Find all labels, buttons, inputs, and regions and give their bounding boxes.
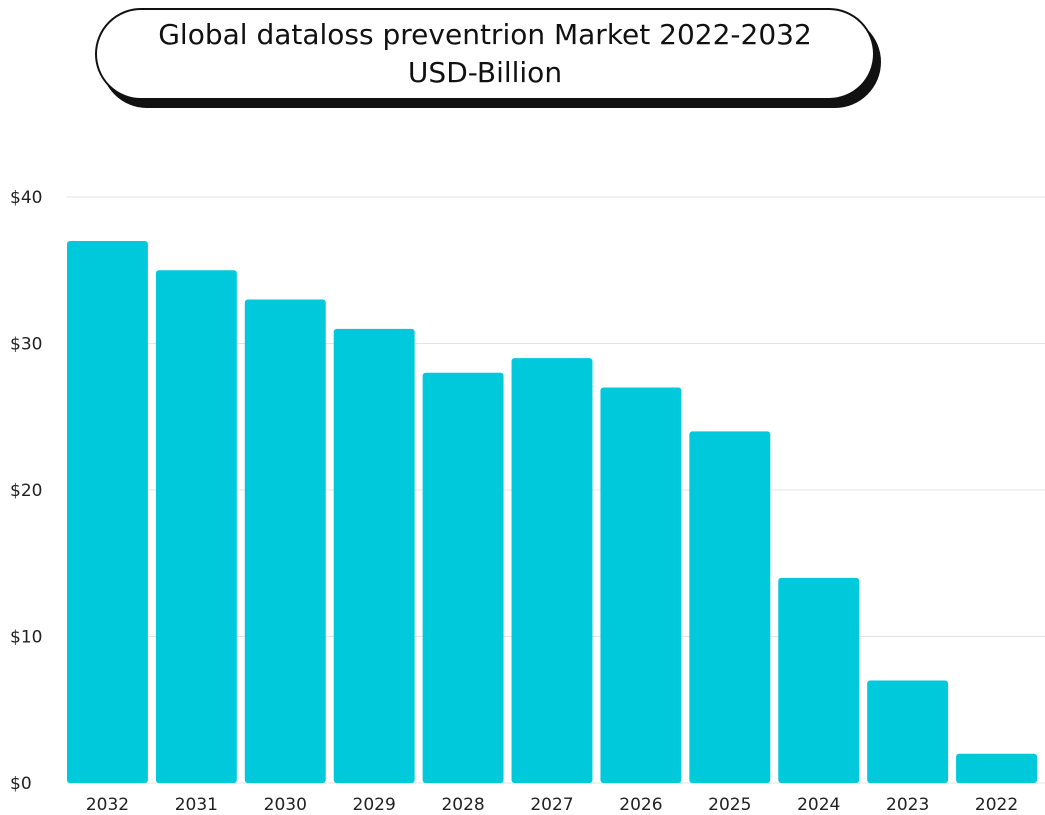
bar-2031 bbox=[155, 270, 237, 783]
bar-2028 bbox=[422, 372, 504, 783]
x-tick-label: 2023 bbox=[886, 795, 929, 815]
y-tick-label: $0 bbox=[10, 774, 32, 794]
x-tick-label: 2026 bbox=[619, 795, 662, 815]
bar-2030 bbox=[244, 299, 326, 783]
x-tick-label: 2024 bbox=[797, 795, 840, 815]
x-tick-label: 2025 bbox=[708, 795, 751, 815]
bar-2025 bbox=[689, 431, 771, 783]
bar-2032 bbox=[67, 240, 148, 783]
x-tick-label: 2029 bbox=[353, 795, 396, 815]
bar-2022 bbox=[956, 753, 1037, 783]
x-tick-label: 2022 bbox=[975, 795, 1018, 815]
x-tick-label: 2028 bbox=[441, 795, 484, 815]
bar-2026 bbox=[600, 387, 682, 783]
x-tick-label: 2027 bbox=[530, 795, 573, 815]
x-tick-label: 2031 bbox=[175, 795, 218, 815]
y-tick-label: $10 bbox=[10, 628, 42, 648]
y-tick-label: $30 bbox=[10, 335, 42, 355]
bar-2029 bbox=[333, 328, 415, 783]
bar-2024 bbox=[778, 577, 860, 783]
bar-2027 bbox=[511, 358, 593, 783]
title-banner: Global dataloss preventrion Market 2022-… bbox=[95, 8, 875, 100]
x-tick-label: 2030 bbox=[264, 795, 307, 815]
bar-2023 bbox=[867, 680, 949, 783]
y-tick-label: $20 bbox=[10, 481, 42, 501]
chart-title: Global dataloss preventrion Market 2022-… bbox=[158, 18, 812, 89]
x-tick-label: 2032 bbox=[86, 795, 129, 815]
y-tick-label: $40 bbox=[10, 188, 42, 208]
